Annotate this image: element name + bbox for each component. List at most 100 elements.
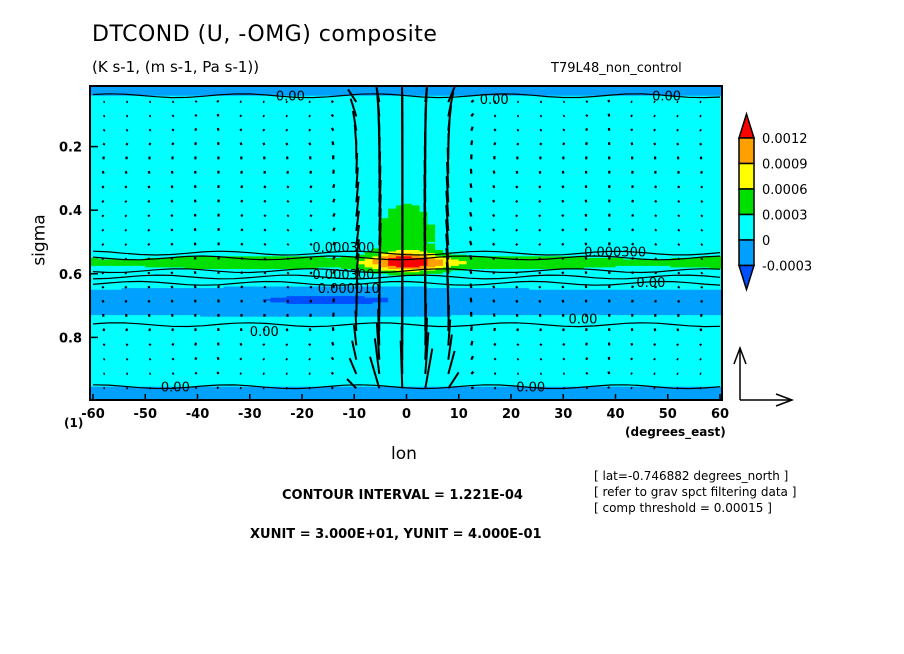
field-cell [153, 256, 162, 259]
field-cell [90, 172, 99, 175]
field-cell [145, 278, 154, 281]
field-cell [145, 202, 154, 205]
field-cell [98, 305, 107, 308]
field-cell [153, 389, 162, 393]
field-cell [160, 389, 170, 393]
field-cell [153, 316, 162, 319]
field-cell [106, 215, 115, 218]
field-cell [106, 324, 115, 327]
field-cell [145, 211, 154, 214]
field-cell [98, 227, 107, 230]
field-cell [137, 281, 146, 284]
field-cell [129, 313, 138, 316]
field-cell [153, 364, 162, 367]
field-cell [137, 315, 146, 318]
field-cell [90, 302, 99, 305]
field-cell [137, 359, 146, 362]
field-cell [129, 118, 138, 121]
field-cell [160, 216, 170, 219]
field-cell [137, 127, 146, 130]
field-cell [106, 222, 115, 226]
field-cell [106, 350, 115, 353]
field-cell [113, 315, 123, 318]
field-cell [153, 372, 162, 375]
field-cell [145, 175, 154, 178]
field-cell [153, 125, 162, 129]
field-cell [98, 202, 107, 205]
field-cell [106, 218, 115, 221]
field-cell [129, 92, 138, 95]
field-cell [113, 289, 123, 292]
field-cell [145, 118, 154, 121]
field-cell [145, 195, 154, 199]
field-cell [160, 257, 170, 261]
field-cell [98, 145, 107, 148]
field-cell [113, 199, 123, 202]
field-cell [153, 137, 162, 140]
field-cell [90, 170, 99, 173]
field-cell [129, 208, 138, 211]
field-cell [106, 199, 115, 202]
field-cell [129, 375, 138, 378]
field-cell [121, 208, 131, 211]
field-cell [129, 222, 138, 226]
field-cell [98, 343, 107, 346]
field-cell [160, 194, 170, 197]
field-cell [121, 202, 131, 205]
field-cell [90, 346, 99, 350]
field-cell [90, 197, 99, 200]
field-cell [145, 302, 154, 305]
field-cell [137, 130, 146, 133]
field-cell [121, 124, 131, 127]
field-cell [106, 86, 115, 89]
field-cell [113, 310, 123, 313]
field-cell [145, 305, 154, 308]
field-cell [160, 272, 170, 275]
field-cell [106, 194, 115, 197]
field-cell [129, 124, 138, 127]
field-cell [153, 300, 162, 303]
field-cell [106, 385, 115, 388]
field-cell [160, 332, 170, 335]
field-cell [145, 337, 154, 340]
field-cell [113, 167, 123, 170]
field-cell [160, 213, 170, 216]
field-cell [145, 242, 154, 245]
field-cell [137, 299, 146, 302]
field-cell [121, 238, 131, 241]
field-cell [121, 95, 131, 98]
field-cell [90, 340, 99, 343]
field-cell [113, 143, 123, 146]
field-cell [137, 362, 146, 365]
field-cell [160, 334, 170, 337]
field-cell [98, 296, 107, 299]
field-cell [90, 394, 99, 397]
field-cell [106, 224, 115, 227]
field-cell [137, 270, 146, 273]
field-cell [160, 394, 170, 397]
field-cell [137, 339, 146, 342]
field-cell [153, 226, 162, 229]
field-cell [90, 230, 99, 234]
field-cell [137, 118, 146, 121]
field-cell [168, 213, 178, 216]
field-cell [129, 269, 138, 272]
field-cell [160, 327, 170, 331]
field-cell [160, 118, 170, 121]
field-cell [160, 280, 170, 283]
field-cell [153, 346, 162, 350]
field-cell [168, 221, 178, 224]
field-cell [160, 377, 170, 380]
field-cell [106, 116, 115, 119]
field-cell [98, 297, 107, 300]
field-cell [98, 393, 107, 396]
field-cell [90, 97, 99, 100]
field-cell [90, 378, 99, 381]
field-cell [106, 278, 115, 281]
field-cell [121, 180, 131, 183]
field-cell [145, 132, 154, 135]
field-cell [106, 105, 115, 108]
field-cell [106, 346, 115, 350]
field-cell [121, 259, 131, 262]
field-cell [153, 175, 162, 178]
